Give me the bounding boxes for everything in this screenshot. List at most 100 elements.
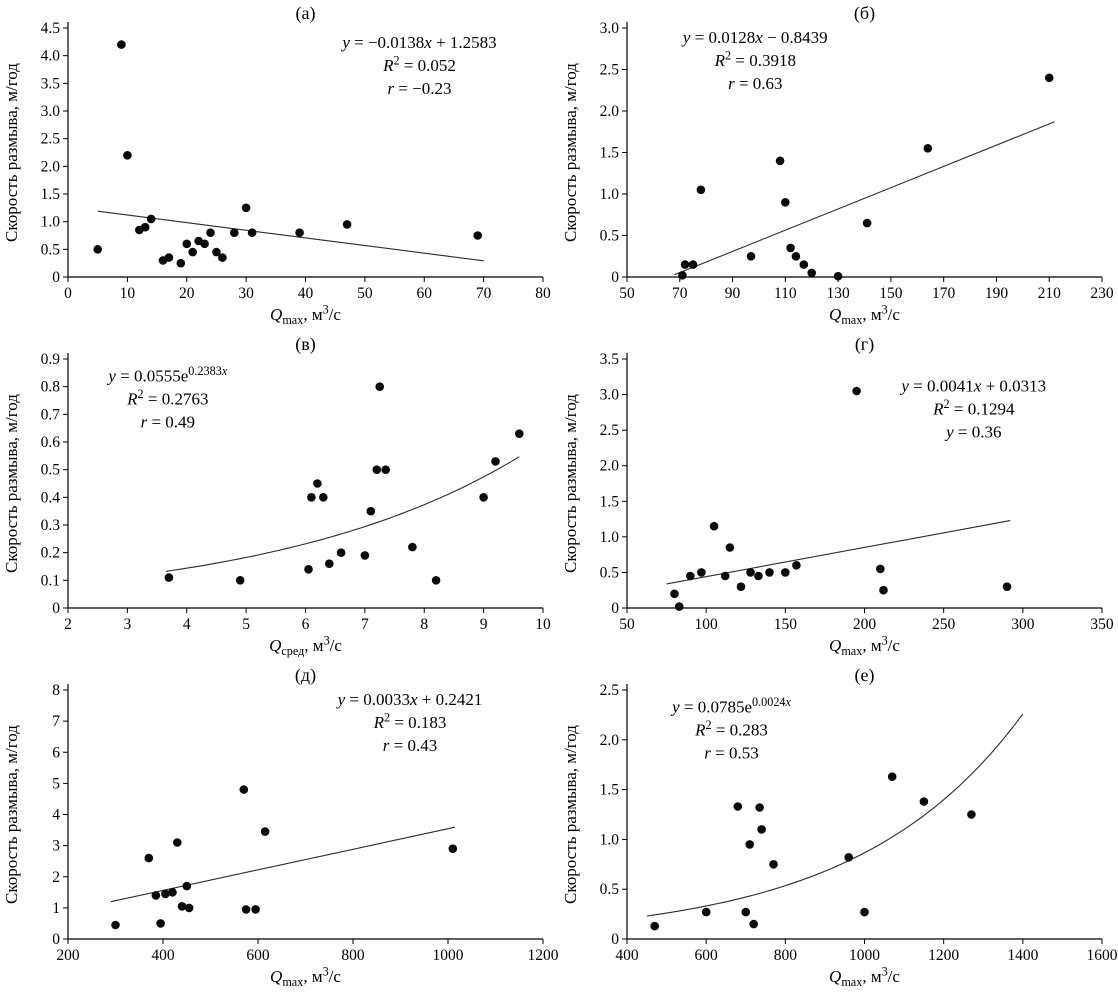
y-tick-label: 2.0 bbox=[600, 103, 620, 120]
x-tick-label: 150 bbox=[774, 616, 798, 633]
x-tick-label: 190 bbox=[985, 285, 1009, 302]
x-tick-label: 350 bbox=[1090, 616, 1114, 633]
y-tick-label: 0 bbox=[52, 931, 60, 948]
y-tick-label: 0.5 bbox=[41, 462, 61, 479]
data-point bbox=[862, 218, 872, 228]
data-point bbox=[701, 907, 711, 917]
trendline bbox=[646, 713, 1024, 917]
y-tick-label: 2.5 bbox=[41, 131, 61, 148]
data-point bbox=[182, 239, 192, 249]
chart-canvas-g: (г) 50 100 150 200 250 300 350 0 0.5 1.0 1.5 2.0 2.5 3… bbox=[561, 334, 1114, 658]
y-tick-label: 0.5 bbox=[600, 881, 620, 898]
y-tick-label: 4.5 bbox=[41, 20, 61, 37]
data-point bbox=[140, 222, 150, 232]
data-point bbox=[755, 803, 764, 812]
data-point bbox=[251, 905, 260, 914]
x-tick-label: 200 bbox=[56, 947, 80, 964]
data-point bbox=[117, 40, 126, 49]
data-point bbox=[111, 920, 120, 930]
data-point bbox=[736, 582, 746, 591]
data-point bbox=[725, 543, 735, 552]
y-tick-label: 1.5 bbox=[600, 493, 620, 510]
data-point bbox=[688, 260, 698, 269]
chart-canvas-b: (б) 50 70 90 110 130 150 170 190 210 230 0 0.5 1.0 1.5… bbox=[561, 3, 1114, 328]
data-point bbox=[123, 151, 132, 160]
data-point bbox=[206, 228, 215, 237]
y-tick-label: 2.0 bbox=[600, 732, 620, 749]
equation-line: R2 = 0.283 bbox=[694, 718, 768, 740]
x-tick-label: 400 bbox=[615, 947, 639, 964]
x-tick-label: 50 bbox=[357, 285, 373, 302]
data-point bbox=[515, 429, 524, 438]
y-tick-label: 0.2 bbox=[41, 545, 60, 562]
panel-label: (д) bbox=[295, 665, 316, 686]
y-tick-label: 0.7 bbox=[41, 406, 61, 423]
chart-canvas-e: (е) 400 600 800 1000 1200 1400 1600 0 0.5 1.0 1.5 2.… bbox=[561, 665, 1118, 989]
data-point bbox=[360, 551, 370, 560]
y-tick-label: 0.4 bbox=[41, 489, 61, 506]
equation-line: r = 0.53 bbox=[704, 744, 758, 763]
y-tick-label: 3.0 bbox=[600, 20, 620, 37]
data-point bbox=[342, 220, 352, 229]
y-tick-label: 0.3 bbox=[41, 517, 61, 534]
x-tick-label: 200 bbox=[853, 616, 877, 633]
data-point bbox=[754, 571, 763, 581]
panel-label: (е) bbox=[855, 665, 875, 686]
x-tick-label: 100 bbox=[695, 616, 719, 633]
y-tick-label: 0.8 bbox=[41, 379, 61, 396]
x-tick-label: 600 bbox=[246, 947, 270, 964]
x-tick-label: 80 bbox=[535, 285, 551, 302]
data-point bbox=[967, 810, 976, 819]
data-point bbox=[188, 247, 197, 257]
equation-line: y = −0.0138x + 1.2583 bbox=[340, 33, 496, 52]
data-point bbox=[697, 568, 706, 577]
data-point bbox=[241, 905, 251, 914]
data-point bbox=[650, 921, 659, 931]
data-point bbox=[325, 559, 334, 568]
data-point bbox=[235, 576, 245, 585]
data-point bbox=[431, 576, 441, 585]
data-point bbox=[887, 772, 897, 781]
data-point bbox=[184, 903, 194, 913]
data-point bbox=[156, 919, 165, 928]
data-point bbox=[720, 571, 730, 581]
data-point bbox=[844, 853, 853, 862]
data-point bbox=[1044, 73, 1054, 83]
x-tick-label: 70 bbox=[672, 285, 688, 302]
x-tick-label: 600 bbox=[695, 947, 719, 964]
equation-line: r = 0.63 bbox=[728, 74, 782, 93]
data-point bbox=[852, 386, 861, 396]
x-tick-label: 170 bbox=[932, 285, 956, 302]
data-point bbox=[860, 907, 869, 917]
y-tick-label: 2.5 bbox=[600, 62, 620, 79]
x-tick-label: 0 bbox=[64, 285, 72, 302]
data-point bbox=[164, 253, 174, 262]
x-tick-label: 70 bbox=[476, 285, 492, 302]
data-point bbox=[781, 198, 790, 207]
data-point bbox=[733, 802, 743, 811]
y-tick-label: 0.5 bbox=[600, 564, 620, 581]
data-point bbox=[177, 902, 187, 911]
y-tick-label: 2 bbox=[52, 869, 60, 886]
data-point bbox=[741, 907, 751, 917]
data-point bbox=[247, 228, 257, 237]
data-point bbox=[408, 542, 417, 552]
x-tick-label: 800 bbox=[341, 947, 365, 964]
data-point bbox=[670, 589, 679, 599]
x-tick-label: 8 bbox=[420, 616, 428, 633]
chart-canvas-a: (а) 0 10 20 30 40 50 60 70 80 0 0.5 1.0 1.5 2.0 2.5 3.0 3… bbox=[2, 3, 551, 327]
y-axis-label: Скорость размыва, м/год bbox=[2, 63, 21, 242]
y-tick-label: 0.9 bbox=[41, 351, 61, 368]
data-point bbox=[746, 251, 756, 261]
x-tick-label: 40 bbox=[298, 285, 314, 302]
x-tick-label: 9 bbox=[480, 616, 488, 633]
trendline bbox=[165, 456, 520, 572]
x-tick-label: 6 bbox=[302, 616, 310, 633]
data-point bbox=[336, 548, 346, 557]
data-point bbox=[749, 919, 758, 929]
data-point bbox=[239, 785, 249, 794]
data-point bbox=[775, 156, 785, 166]
data-point bbox=[218, 253, 227, 262]
x-axis-label: Qmax, м3/с bbox=[829, 303, 900, 328]
